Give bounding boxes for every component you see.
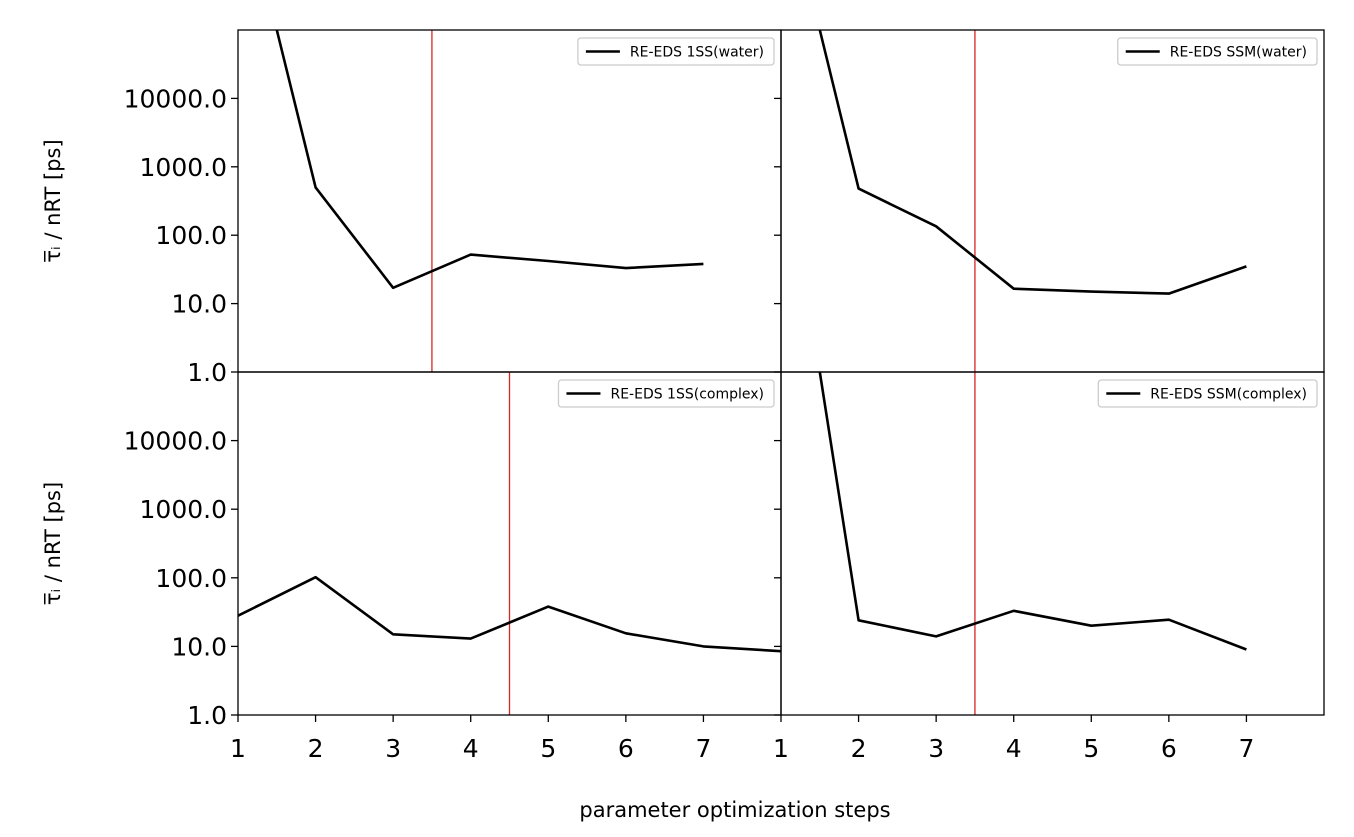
x-tick-label: 3 <box>385 734 401 763</box>
y-tick-label: 1.0 <box>187 358 227 387</box>
y-axis-label: τ̅ᵢ / nRT [ps] <box>41 139 65 262</box>
legend-box <box>557 379 775 408</box>
panel-frame <box>780 371 1325 716</box>
x-tick-label: 6 <box>1161 734 1177 763</box>
legend-entry: RE-EDS SSM(complex) <box>1150 387 1307 403</box>
x-tick-label: 5 <box>1083 734 1099 763</box>
y-tick-label: 100.0 <box>155 221 227 250</box>
x-tick-label: 2 <box>308 734 324 763</box>
x-tick-label: 2 <box>851 734 867 763</box>
legend: RE-EDS SSM(complex) <box>1097 379 1318 408</box>
series-line-0 <box>275 30 704 290</box>
legend: RE-EDS 1SS(complex) <box>557 379 775 408</box>
series-line-0 <box>238 575 781 653</box>
legend-box <box>1097 379 1318 408</box>
x-axis-label: parameter optimization steps <box>579 798 890 822</box>
panel-bottom-right: 1 2 3 4 5 6 7 RE-EDS SSM(complex) <box>773 371 1325 763</box>
x-tick-label: 1 <box>230 734 246 763</box>
y-tick-label: 1000.0 <box>140 495 227 524</box>
panels-group: 1.0 10.0 100.0 1000.0 10000.0 τ̅ᵢ / nRT [ps] R… <box>41 29 1325 763</box>
x-tick-label: 4 <box>1006 734 1022 763</box>
x-tick-label: 5 <box>540 734 556 763</box>
x-tick-label: 1 <box>773 734 789 763</box>
legend-entry: RE-EDS SSM(water) <box>1170 45 1307 61</box>
legend: RE-EDS 1SS(water) <box>577 37 775 66</box>
y-tick-label: 1.0 <box>187 701 227 730</box>
series-line-0 <box>818 372 1247 651</box>
legend-box <box>1117 37 1318 66</box>
panel-bottom-left: 1.0 10.0 100.0 1000.0 10000.0 1 2 3 4 5 6 7 τ̅ᵢ / nR… <box>41 371 782 763</box>
y-tick-label: 100.0 <box>155 564 227 593</box>
legend-box <box>577 37 775 66</box>
series-line-0 <box>818 30 1247 295</box>
legend-entry: RE-EDS 1SS(complex) <box>610 387 764 403</box>
y-tick-label: 10.0 <box>171 290 227 319</box>
x-tick-label: 7 <box>695 734 711 763</box>
x-tick-label: 6 <box>618 734 634 763</box>
y-tick-label: 10000.0 <box>124 84 227 113</box>
legend: RE-EDS SSM(water) <box>1117 37 1318 66</box>
y-tick-label: 10.0 <box>171 632 227 661</box>
panel-top-right: RE-EDS SSM(water) <box>774 29 1325 373</box>
x-tick-label: 3 <box>928 734 944 763</box>
legend-entry: RE-EDS 1SS(water) <box>630 45 764 61</box>
panel-top-left: 1.0 10.0 100.0 1000.0 10000.0 τ̅ᵢ / nRT [ps] R… <box>41 29 782 387</box>
y-axis-label: τ̅ᵢ / nRT [ps] <box>41 482 65 605</box>
x-tick-label: 4 <box>463 734 479 763</box>
y-tick-label: 1000.0 <box>140 153 227 182</box>
x-tick-label: 7 <box>1238 734 1254 763</box>
y-tick-label: 10000.0 <box>124 427 227 456</box>
